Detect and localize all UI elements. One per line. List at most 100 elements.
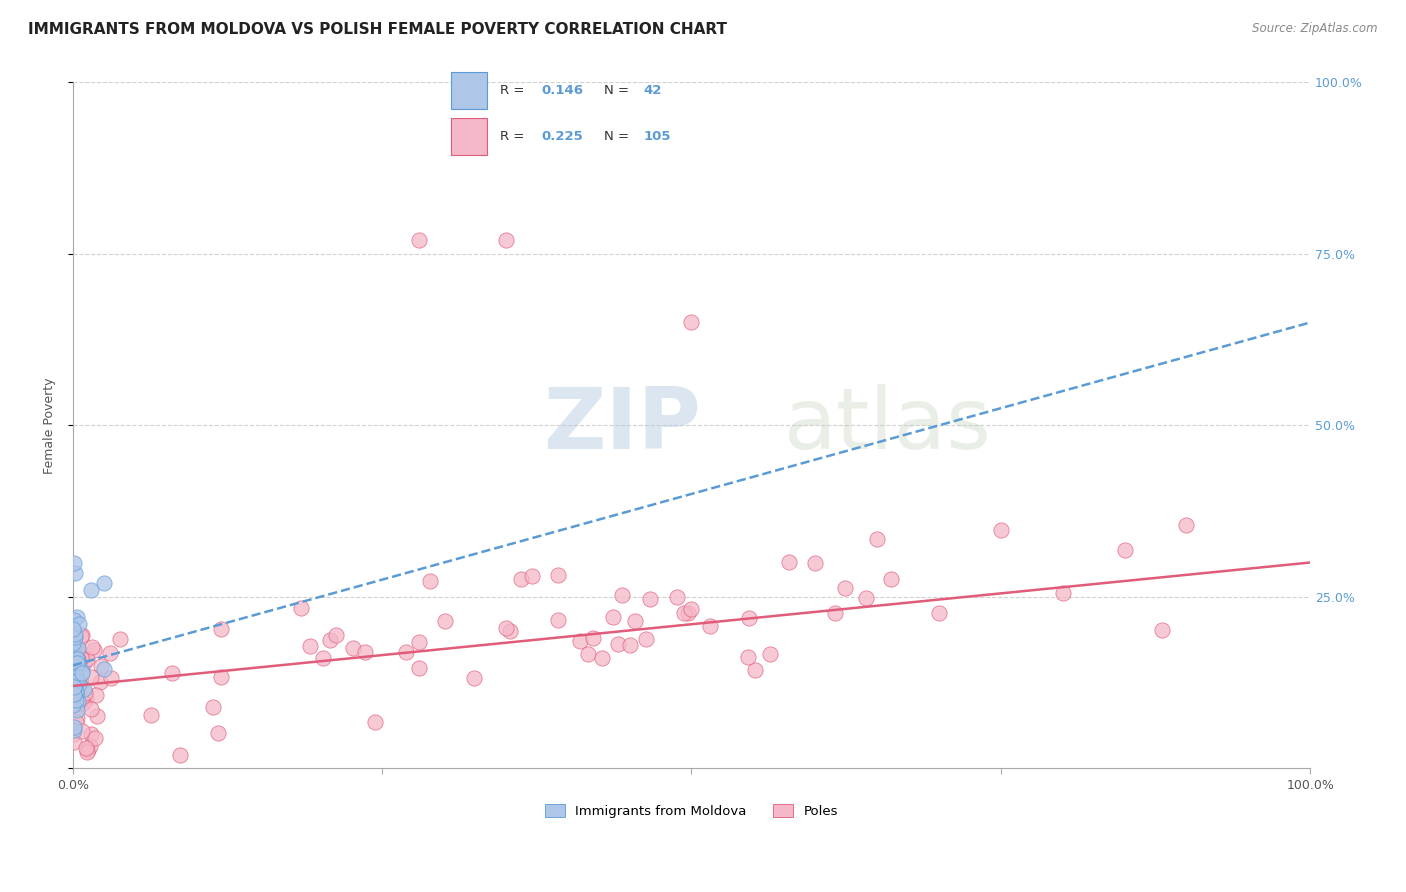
Point <box>66 652 89 666</box>
Point <box>100 672 122 686</box>
Point <box>568 633 591 648</box>
Point <box>547 567 569 582</box>
Point <box>408 635 430 649</box>
Point <box>65 656 87 670</box>
Point <box>419 574 441 589</box>
Point <box>65 648 87 662</box>
Point <box>522 569 544 583</box>
Point <box>509 572 531 586</box>
Point <box>634 632 657 646</box>
Point <box>319 632 342 647</box>
Point <box>759 647 782 661</box>
Point <box>624 614 647 628</box>
Point <box>70 629 93 643</box>
Text: 0.225: 0.225 <box>541 130 583 143</box>
Text: N =: N = <box>605 84 634 96</box>
Point <box>681 316 703 330</box>
Point <box>672 607 695 621</box>
Point <box>619 639 641 653</box>
Point <box>325 628 347 642</box>
Point <box>79 739 101 754</box>
Point <box>67 692 90 706</box>
Point <box>207 725 229 739</box>
Point <box>69 673 91 687</box>
Point <box>495 233 517 247</box>
Point <box>928 606 950 620</box>
Point <box>66 653 89 667</box>
Point <box>408 660 430 674</box>
Text: ZIP: ZIP <box>543 384 700 467</box>
Point <box>62 636 84 650</box>
Point <box>63 720 86 734</box>
Point <box>86 709 108 723</box>
Point <box>169 747 191 762</box>
Point <box>576 647 599 661</box>
Point <box>63 734 86 748</box>
Point <box>602 609 624 624</box>
Point <box>65 640 87 654</box>
FancyBboxPatch shape <box>451 71 486 109</box>
Point <box>353 645 375 659</box>
Point <box>666 590 689 604</box>
Point <box>76 745 98 759</box>
Point <box>62 638 84 652</box>
Point <box>62 685 84 699</box>
Point <box>364 715 387 730</box>
Point <box>160 666 183 681</box>
Legend: Immigrants from Moldova, Poles: Immigrants from Moldova, Poles <box>540 798 844 823</box>
Text: 42: 42 <box>643 84 662 96</box>
Point <box>63 566 86 580</box>
Point <box>63 627 86 641</box>
Point <box>880 572 903 586</box>
Point <box>66 656 89 670</box>
Point <box>80 726 103 740</box>
Point <box>66 673 89 688</box>
Point <box>547 614 569 628</box>
Point <box>495 621 517 635</box>
Point <box>834 581 856 595</box>
Text: atlas: atlas <box>785 384 993 467</box>
Point <box>93 576 115 591</box>
Point <box>83 643 105 657</box>
Point <box>65 610 87 624</box>
Point <box>737 649 759 664</box>
Point <box>67 677 90 691</box>
Point <box>84 731 107 745</box>
Point <box>89 674 111 689</box>
Point <box>70 691 93 706</box>
Point <box>209 622 232 636</box>
Point <box>62 679 84 693</box>
Point <box>70 666 93 681</box>
Point <box>63 687 86 701</box>
Point <box>737 611 759 625</box>
Point <box>63 680 86 694</box>
Point <box>65 659 87 673</box>
Point <box>1052 586 1074 600</box>
Text: Source: ZipAtlas.com: Source: ZipAtlas.com <box>1253 22 1378 36</box>
Point <box>434 614 457 628</box>
Point <box>824 606 846 620</box>
Point <box>84 688 107 702</box>
Point <box>676 606 699 620</box>
Point <box>80 670 103 684</box>
Point <box>62 727 84 741</box>
Point <box>640 592 662 607</box>
Point <box>66 711 89 725</box>
Point <box>591 650 613 665</box>
Point <box>80 640 103 654</box>
FancyBboxPatch shape <box>451 118 486 155</box>
Point <box>66 640 89 655</box>
Point <box>463 671 485 685</box>
Point <box>75 685 97 699</box>
Point <box>62 680 84 694</box>
Point <box>65 685 87 699</box>
Point <box>80 582 103 597</box>
Point <box>66 650 89 665</box>
Point <box>93 662 115 676</box>
Point <box>67 658 90 673</box>
Point <box>62 698 84 713</box>
Point <box>67 694 90 708</box>
Point <box>699 619 721 633</box>
Point <box>1150 624 1173 638</box>
Point <box>866 532 889 546</box>
